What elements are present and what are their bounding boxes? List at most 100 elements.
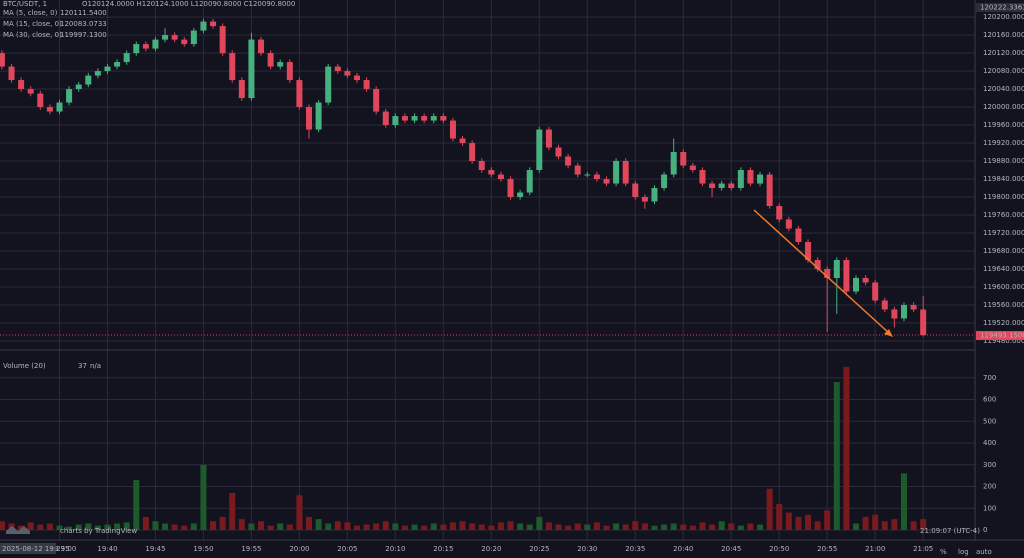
indicator-name[interactable]: MA (30, close, 0) (3, 31, 62, 39)
volume-bar (392, 523, 399, 530)
scale-button[interactable]: % (940, 548, 947, 556)
volume-bar (709, 524, 716, 530)
y-tick-label: 119600.0000 (983, 283, 1024, 291)
volume-bar (891, 519, 898, 530)
volume-bar (373, 523, 380, 530)
candle-body (747, 170, 754, 184)
candle-body (411, 116, 418, 121)
candle-body (469, 143, 476, 162)
volume-bar (900, 473, 907, 530)
candle-body (709, 183, 716, 189)
volume-bar (56, 525, 63, 530)
volume-bar (459, 521, 466, 530)
volume-bar (536, 516, 543, 530)
volume-bar (603, 525, 610, 530)
candle-body (680, 152, 687, 166)
volume-bar (152, 521, 159, 530)
x-tick-label: 20:50 (769, 545, 789, 553)
candle-body (66, 89, 73, 103)
volume-title[interactable]: Volume (20) (3, 362, 46, 370)
candle-body (651, 188, 658, 202)
indicator-name[interactable]: MA (5, close, 0) (3, 9, 58, 17)
candle-body (258, 39, 265, 54)
volume-bar (277, 523, 284, 530)
candle-body (449, 120, 456, 139)
volume-bar (507, 521, 514, 530)
candle-body (622, 161, 629, 184)
candle-body (910, 304, 917, 310)
candle-body (181, 39, 188, 45)
axis-marker-label: 120222.3363 (980, 4, 1024, 12)
indicator-name[interactable]: MA (15, close, 0) (3, 20, 62, 28)
volume-bar (440, 524, 447, 530)
volume-bar (94, 525, 101, 530)
candle-body (785, 219, 792, 229)
volume-bar (449, 522, 456, 530)
candle-body (862, 277, 869, 283)
candle-body (0, 53, 5, 67)
candle-body (334, 66, 341, 72)
candle-body (545, 129, 552, 148)
volume-bar (411, 524, 418, 530)
candle-body (795, 228, 802, 242)
volume-bar (651, 525, 658, 530)
ohlc-values: O120124.0000 H120124.1000 L120090.8000 C… (82, 0, 295, 8)
volume-bar (229, 493, 236, 530)
volume-bar (430, 523, 437, 530)
volume-bar (555, 524, 562, 530)
volume-bar (574, 523, 581, 530)
y-tick-label: 120040.0000 (983, 85, 1024, 93)
candle-body (900, 304, 907, 319)
candle-body (382, 111, 389, 126)
candle-body (488, 170, 495, 175)
y-tick-label: 119960.0000 (983, 121, 1024, 129)
candle-body (603, 179, 610, 184)
volume-bar (699, 522, 706, 530)
candle-body (248, 39, 255, 99)
volume-bar (104, 524, 111, 530)
y-tick-label: 119800.0000 (983, 193, 1024, 201)
candle-body (593, 174, 600, 180)
volume-bar (238, 519, 245, 530)
candle-body (661, 174, 668, 189)
candle-body (574, 165, 581, 175)
y-tick-label: 119760.0000 (983, 211, 1024, 219)
volume-bar (401, 525, 408, 530)
candle-body (881, 300, 888, 310)
candle-body (133, 44, 140, 54)
volume-bar (123, 522, 130, 530)
watermark[interactable]: charts by TradingView (60, 527, 137, 535)
candle-body (565, 156, 572, 166)
candle-body (200, 21, 207, 31)
x-tick-label: 20:10 (385, 545, 405, 553)
trend-arrow (753, 209, 891, 335)
volume-legend-value: 37 (78, 362, 87, 370)
volume-bar (27, 522, 34, 530)
scale-button[interactable]: auto (976, 548, 992, 556)
candle-body (219, 26, 226, 54)
volume-tick-label: 300 (983, 461, 996, 469)
volume-bar (488, 525, 495, 530)
y-tick-label: 120080.0000 (983, 67, 1024, 75)
volume-bar (757, 524, 764, 530)
legend: BTC/USDT, 1 O120124.0000 H120124.1000 L1… (3, 0, 295, 535)
candle-body (210, 21, 217, 27)
y-tick-label: 119480.0000 (983, 337, 1024, 345)
volume-bar (114, 523, 121, 530)
x-tick-label: 19:35 (49, 545, 69, 553)
volume-bar (718, 521, 725, 530)
volume-bar (670, 523, 677, 530)
indicator-value: 120111.5400 (60, 9, 107, 17)
volume-bar (517, 523, 524, 530)
y-tick-label: 120120.0000 (983, 49, 1024, 57)
volume-tick-label: 200 (983, 483, 996, 491)
volume-bar (171, 524, 178, 530)
y-tick-label: 120200.0000 (983, 13, 1024, 21)
volume-bar (37, 524, 44, 530)
volume-bar (747, 523, 754, 530)
indicator-value: 119997.1300 (60, 31, 107, 39)
volume-bar (75, 524, 82, 530)
volume-bar (545, 522, 552, 530)
scale-button[interactable]: log (958, 548, 969, 556)
candle-body (814, 259, 821, 269)
